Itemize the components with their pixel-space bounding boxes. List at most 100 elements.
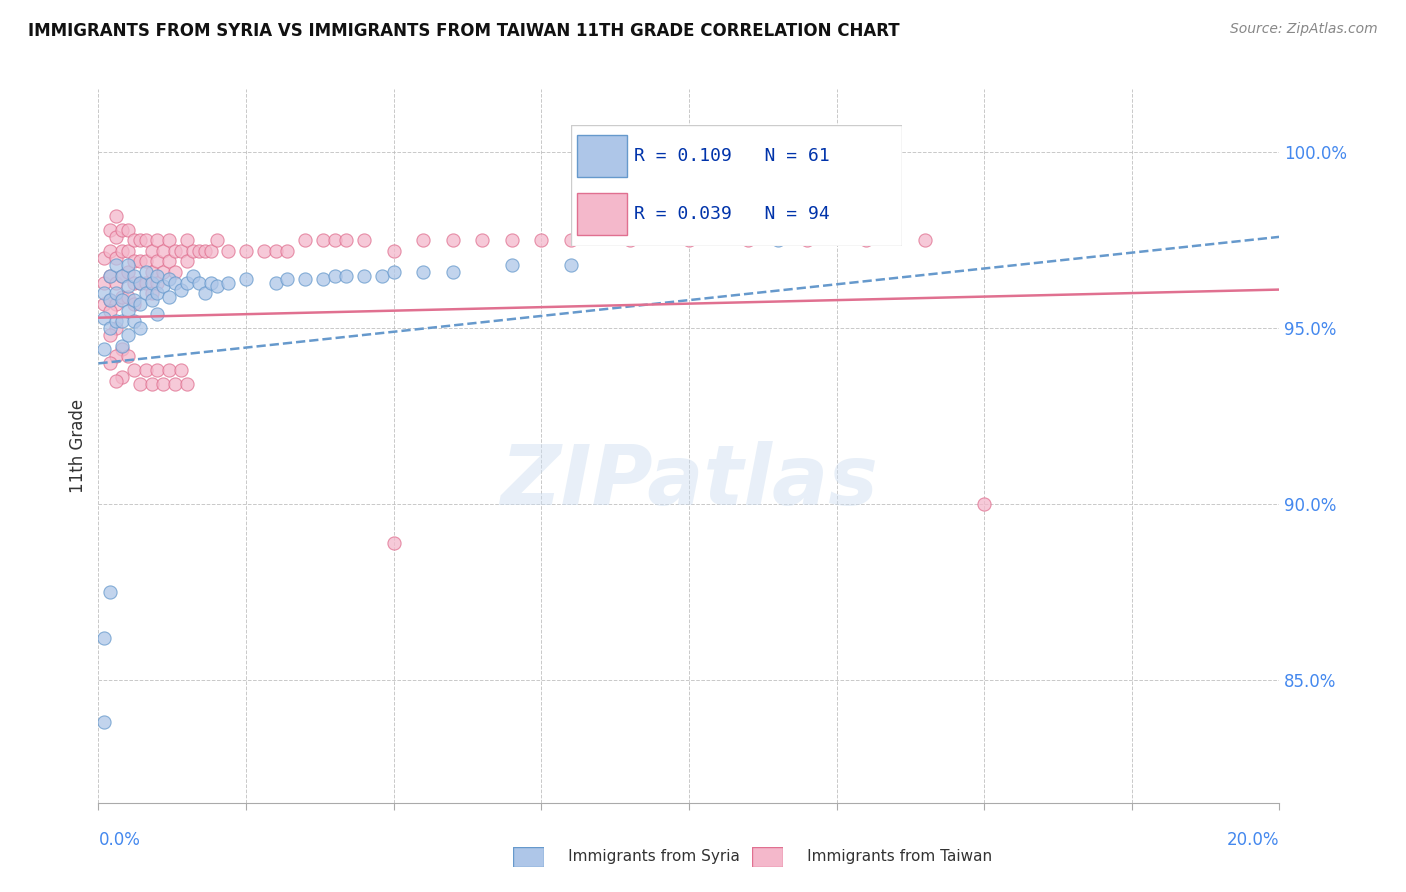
Point <box>170 363 193 377</box>
Point <box>312 233 335 247</box>
Text: 0.0%: 0.0% <box>98 831 141 849</box>
Point <box>619 233 641 247</box>
Point <box>855 233 877 247</box>
Point <box>122 363 145 377</box>
Point <box>122 293 145 307</box>
Point <box>217 276 239 290</box>
Point <box>157 290 180 304</box>
Point <box>264 276 287 290</box>
Point <box>135 233 157 247</box>
Point <box>141 276 163 290</box>
Point <box>382 244 405 258</box>
Point <box>128 276 150 290</box>
Point <box>128 321 150 335</box>
Text: ZIPatlas: ZIPatlas <box>501 442 877 522</box>
Point <box>157 233 180 247</box>
Point <box>165 265 187 279</box>
Point <box>796 233 818 247</box>
Point <box>165 244 187 258</box>
Point <box>111 268 134 283</box>
Point <box>170 244 193 258</box>
Point <box>205 233 228 247</box>
Point <box>141 293 163 307</box>
Point <box>412 265 434 279</box>
Point <box>105 314 128 328</box>
Point <box>796 223 818 237</box>
Point <box>93 343 115 357</box>
Point <box>235 272 257 286</box>
Point <box>122 254 145 268</box>
Point <box>105 276 128 290</box>
Text: Immigrants from Taiwan: Immigrants from Taiwan <box>773 849 993 863</box>
Point <box>323 268 346 283</box>
Point <box>105 251 128 265</box>
Point <box>141 286 163 301</box>
Point <box>165 276 187 290</box>
Point <box>111 293 134 307</box>
Point <box>737 233 759 247</box>
Point <box>471 233 494 247</box>
Point <box>105 230 128 244</box>
Point <box>157 272 180 286</box>
Point <box>152 265 174 279</box>
Point <box>135 286 157 301</box>
FancyBboxPatch shape <box>571 125 901 246</box>
Point <box>312 272 335 286</box>
Point <box>152 377 174 392</box>
Point <box>441 233 464 247</box>
Point <box>98 223 121 237</box>
Point <box>93 296 115 310</box>
Point <box>111 343 134 357</box>
Point <box>146 254 169 268</box>
Point <box>501 233 523 247</box>
Point <box>122 268 145 283</box>
Point <box>253 244 276 258</box>
Point <box>111 290 134 304</box>
Point <box>111 223 134 237</box>
Point <box>122 233 145 247</box>
Point <box>141 377 163 392</box>
Point <box>98 293 121 307</box>
Point <box>98 321 121 335</box>
Point <box>294 233 316 247</box>
Point <box>176 377 198 392</box>
Y-axis label: 11th Grade: 11th Grade <box>69 399 87 493</box>
Point <box>117 265 139 279</box>
Point <box>235 244 257 258</box>
Text: Source: ZipAtlas.com: Source: ZipAtlas.com <box>1230 22 1378 37</box>
Point <box>105 350 128 364</box>
Point <box>98 268 121 283</box>
Text: IMMIGRANTS FROM SYRIA VS IMMIGRANTS FROM TAIWAN 11TH GRADE CORRELATION CHART: IMMIGRANTS FROM SYRIA VS IMMIGRANTS FROM… <box>28 22 900 40</box>
Point <box>128 276 150 290</box>
Point <box>98 268 121 283</box>
Point <box>93 714 115 729</box>
Point <box>441 265 464 279</box>
Point <box>157 363 180 377</box>
Point <box>117 303 139 318</box>
Point <box>105 374 128 388</box>
Point <box>152 279 174 293</box>
Point <box>111 339 134 353</box>
Point <box>335 268 357 283</box>
Point <box>98 328 121 343</box>
Text: R = 0.109   N = 61: R = 0.109 N = 61 <box>634 147 830 165</box>
Point <box>187 276 209 290</box>
Point <box>98 244 121 258</box>
Point <box>135 276 157 290</box>
Point <box>276 272 298 286</box>
Point <box>323 233 346 247</box>
Point <box>264 244 287 258</box>
Point <box>353 233 375 247</box>
Point <box>181 268 204 283</box>
Point <box>194 244 217 258</box>
Point <box>276 244 298 258</box>
Point <box>176 276 198 290</box>
Point <box>146 363 169 377</box>
Point <box>146 233 169 247</box>
Point <box>294 272 316 286</box>
Point <box>98 293 121 307</box>
Point <box>200 244 222 258</box>
Point <box>128 233 150 247</box>
Point <box>122 296 145 310</box>
Point <box>146 268 169 283</box>
